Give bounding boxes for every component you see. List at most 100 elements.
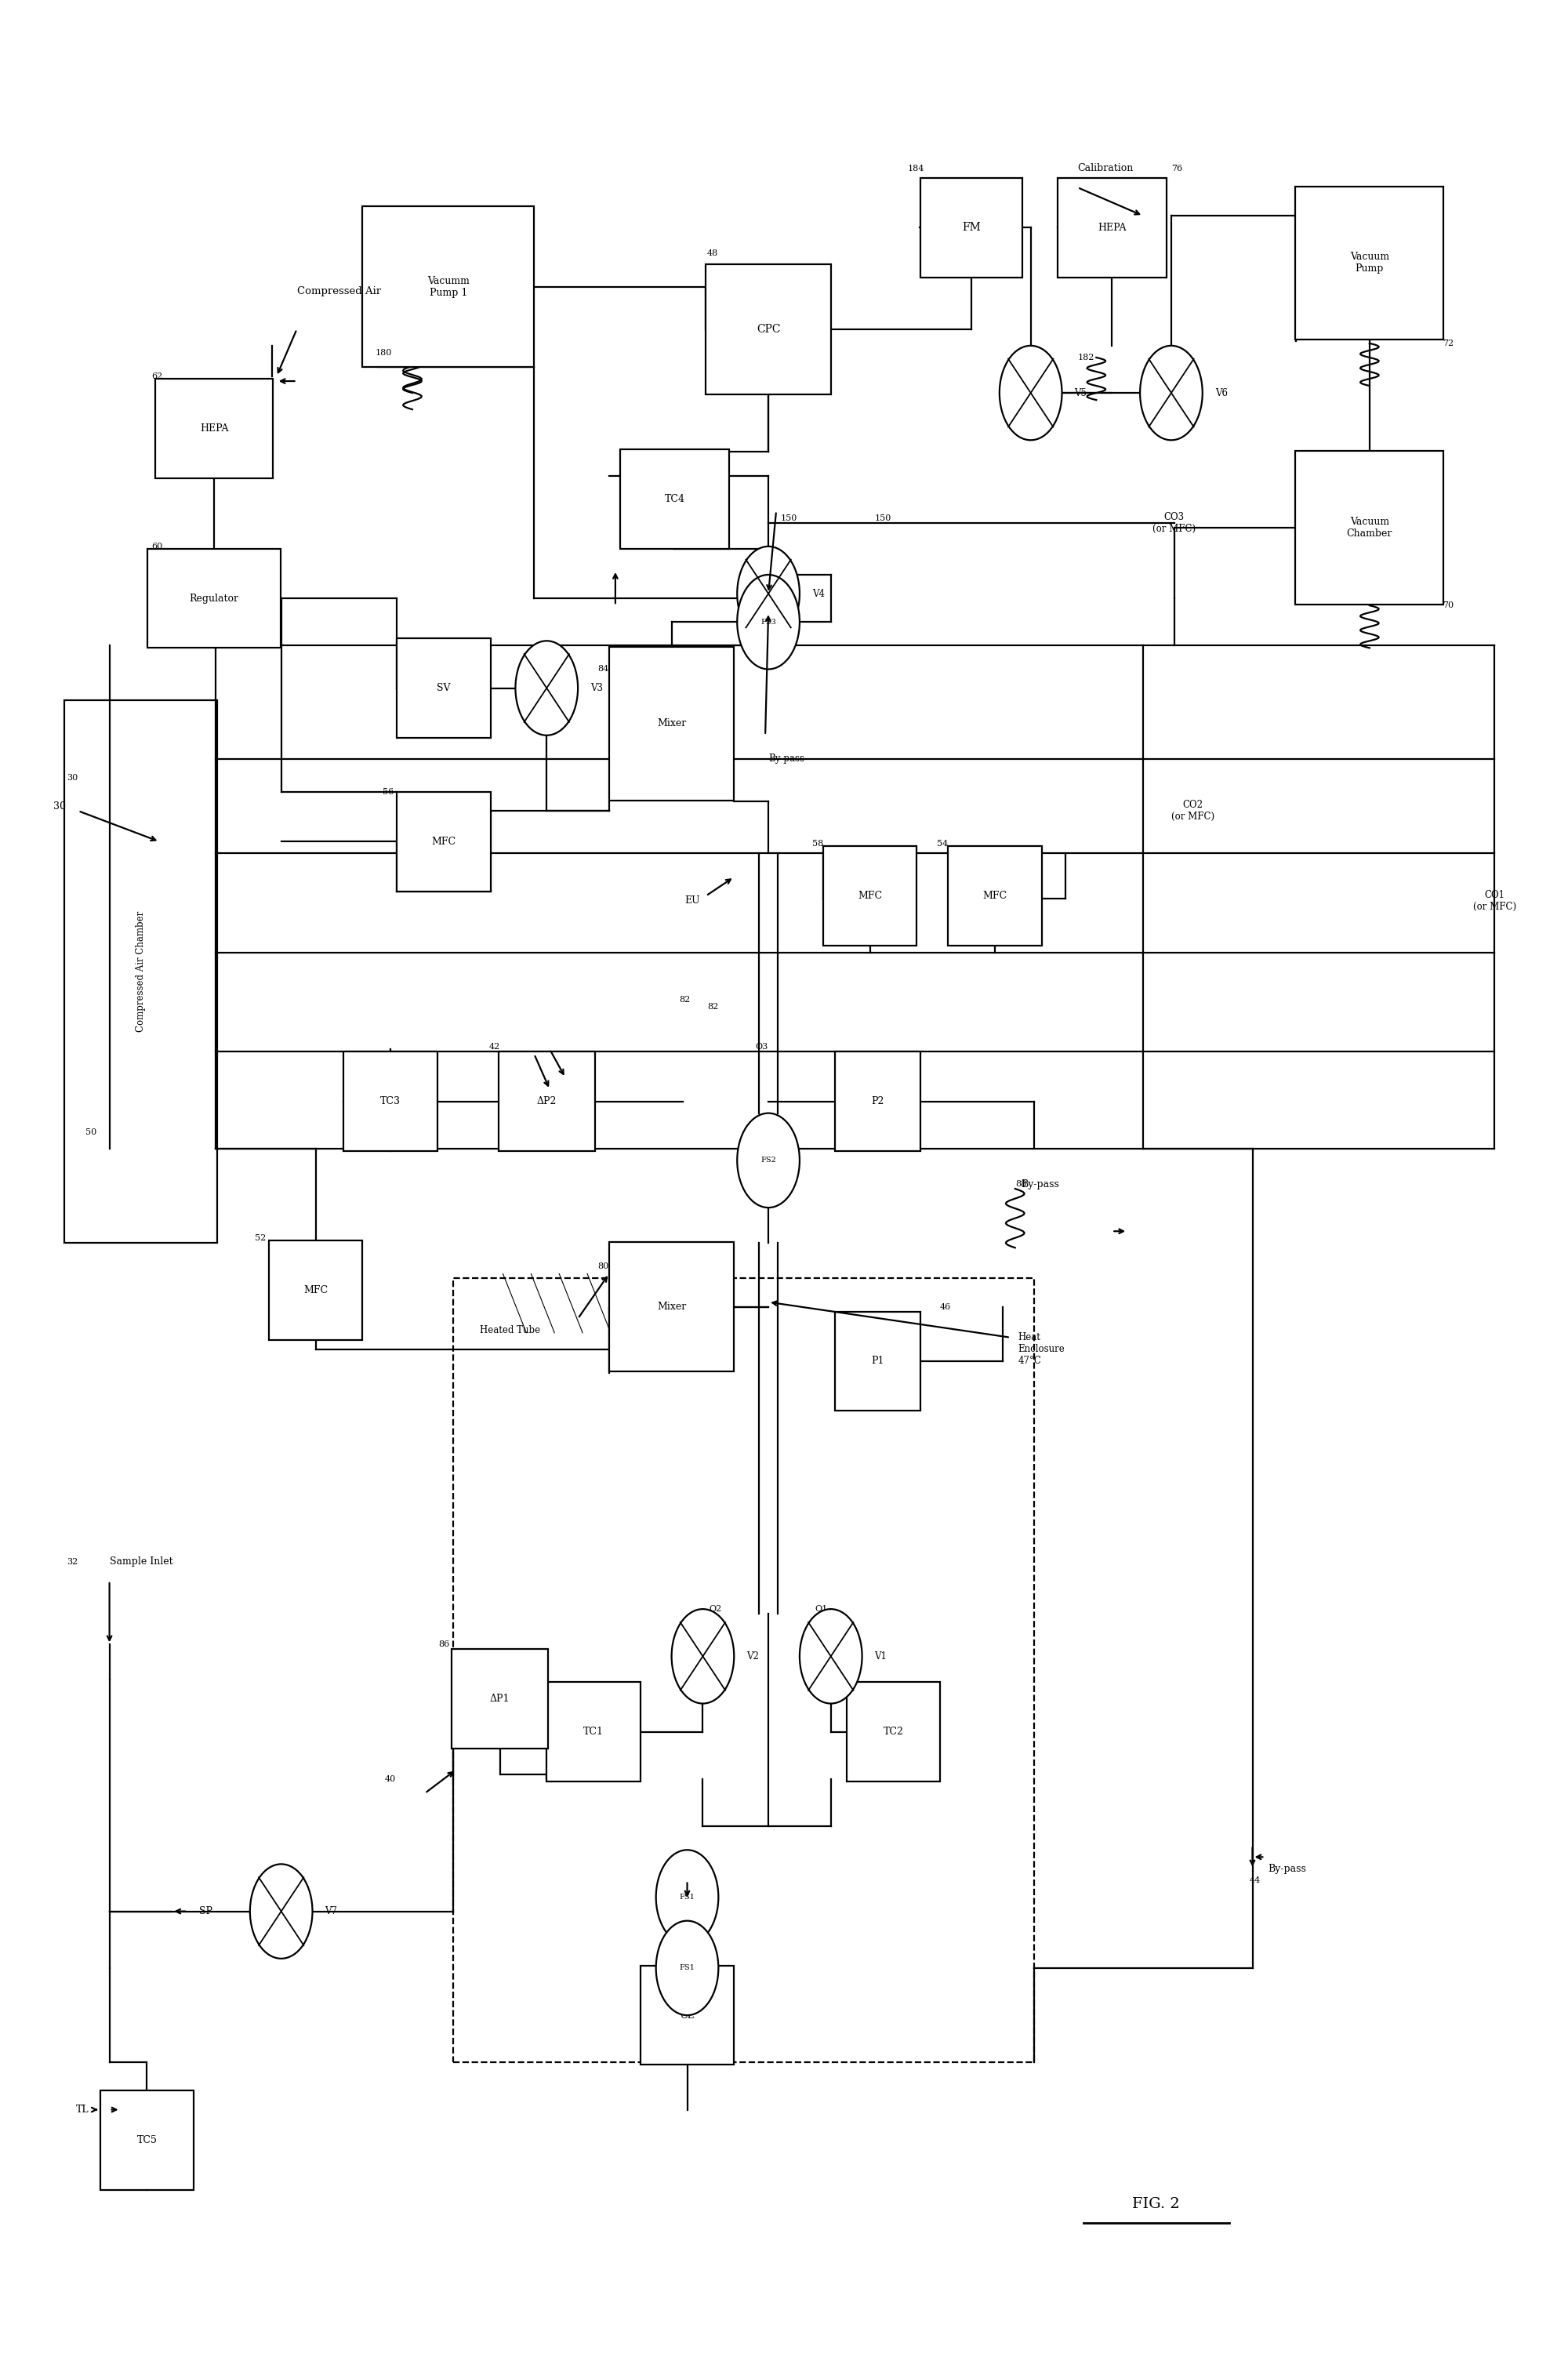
Text: CO1
(or MFC): CO1 (or MFC) xyxy=(1472,890,1516,912)
Text: V2: V2 xyxy=(746,1650,759,1662)
Bar xyxy=(608,1241,734,1371)
Text: 82: 82 xyxy=(679,997,690,1004)
Text: V1: V1 xyxy=(875,1650,887,1662)
Text: 88: 88 xyxy=(1014,1179,1027,1189)
Text: Calibration: Calibration xyxy=(1077,163,1134,173)
Text: 60: 60 xyxy=(152,542,163,549)
Text: V7: V7 xyxy=(325,1906,337,1916)
Text: Compressed Air: Compressed Air xyxy=(296,287,381,296)
Text: V3: V3 xyxy=(591,682,604,694)
Text: 54: 54 xyxy=(936,841,949,848)
Text: 58: 58 xyxy=(812,841,823,848)
Text: O1: O1 xyxy=(815,1606,828,1613)
Text: FS3: FS3 xyxy=(760,618,776,625)
Text: V6: V6 xyxy=(1215,388,1228,398)
Text: MFC: MFC xyxy=(983,890,1007,900)
Bar xyxy=(100,2091,194,2190)
Text: Mixer: Mixer xyxy=(657,718,687,729)
Bar xyxy=(397,791,491,890)
Text: CL: CL xyxy=(681,2010,695,2020)
Text: TC3: TC3 xyxy=(381,1096,401,1106)
Text: 30: 30 xyxy=(67,774,78,781)
Text: FS1: FS1 xyxy=(679,1965,695,1973)
Text: EU: EU xyxy=(684,895,699,905)
Text: O3: O3 xyxy=(756,1044,768,1051)
Text: 42: 42 xyxy=(489,1044,500,1051)
Text: FIG. 2: FIG. 2 xyxy=(1132,2198,1179,2212)
Text: 30: 30 xyxy=(53,800,66,812)
Text: Heated Tube: Heated Tube xyxy=(480,1326,539,1336)
Bar xyxy=(706,265,831,393)
Text: Vacuum
Chamber: Vacuum Chamber xyxy=(1347,516,1392,538)
Bar xyxy=(547,1681,640,1781)
Text: Vacumm
Pump 1: Vacumm Pump 1 xyxy=(426,275,469,298)
Text: By-pass: By-pass xyxy=(1021,1179,1060,1189)
Text: 184: 184 xyxy=(908,166,925,173)
Text: TC2: TC2 xyxy=(883,1726,903,1738)
Text: By-pass: By-pass xyxy=(768,753,804,765)
Text: V3: V3 xyxy=(535,682,547,694)
Text: 56: 56 xyxy=(383,789,394,796)
Bar xyxy=(949,845,1041,945)
Text: 84: 84 xyxy=(597,665,608,673)
Text: 70: 70 xyxy=(1443,601,1454,609)
Text: 62: 62 xyxy=(152,372,163,381)
Text: By-pass: By-pass xyxy=(1269,1864,1306,1873)
Text: 40: 40 xyxy=(384,1776,397,1783)
Text: FS2: FS2 xyxy=(760,1158,776,1165)
Bar xyxy=(362,206,535,367)
Text: 50: 50 xyxy=(86,1127,97,1137)
Text: V4: V4 xyxy=(812,590,825,599)
Circle shape xyxy=(671,1610,734,1703)
Bar xyxy=(823,845,917,945)
Bar xyxy=(397,639,491,739)
Circle shape xyxy=(999,346,1062,440)
Text: 76: 76 xyxy=(1171,166,1182,173)
Bar xyxy=(608,646,734,800)
Text: ΔP2: ΔP2 xyxy=(536,1096,557,1106)
Bar xyxy=(834,1051,920,1151)
Circle shape xyxy=(249,1864,312,1958)
Bar xyxy=(1295,450,1444,604)
Bar xyxy=(920,178,1022,277)
Text: 44: 44 xyxy=(1250,1878,1261,1885)
Text: SV: SV xyxy=(437,682,450,694)
Text: V5: V5 xyxy=(1074,388,1087,398)
Circle shape xyxy=(516,642,579,736)
Text: TC4: TC4 xyxy=(665,495,685,504)
Circle shape xyxy=(737,547,800,642)
Bar xyxy=(64,701,218,1243)
Text: MFC: MFC xyxy=(431,836,456,848)
Bar xyxy=(499,1051,596,1151)
Bar xyxy=(453,1279,1033,2063)
Bar xyxy=(1057,178,1167,277)
Bar xyxy=(452,1648,549,1748)
Bar xyxy=(619,450,729,549)
Circle shape xyxy=(737,1113,800,1208)
Text: Mixer: Mixer xyxy=(657,1302,687,1312)
Text: HEPA: HEPA xyxy=(199,424,229,433)
Text: 72: 72 xyxy=(1443,339,1454,348)
Text: 52: 52 xyxy=(254,1234,265,1243)
Text: 180: 180 xyxy=(375,348,392,358)
Text: 46: 46 xyxy=(941,1302,952,1312)
Text: MFC: MFC xyxy=(858,890,883,900)
Text: 48: 48 xyxy=(707,249,718,258)
Circle shape xyxy=(655,1920,718,2015)
Circle shape xyxy=(1140,346,1203,440)
Text: CPC: CPC xyxy=(756,324,781,334)
Bar xyxy=(834,1312,920,1411)
Text: HEPA: HEPA xyxy=(1098,223,1126,232)
Text: 150: 150 xyxy=(875,514,891,521)
Text: FM: FM xyxy=(963,223,980,232)
Circle shape xyxy=(800,1610,862,1703)
Text: Regulator: Regulator xyxy=(190,594,238,604)
Text: 150: 150 xyxy=(781,514,798,521)
Bar xyxy=(147,549,281,649)
Text: P2: P2 xyxy=(872,1096,884,1106)
Text: 32: 32 xyxy=(67,1558,78,1565)
Text: TC5: TC5 xyxy=(136,2136,157,2145)
Text: ΔP1: ΔP1 xyxy=(489,1693,510,1705)
Bar xyxy=(155,379,273,478)
Text: Sample Inlet: Sample Inlet xyxy=(110,1556,172,1568)
